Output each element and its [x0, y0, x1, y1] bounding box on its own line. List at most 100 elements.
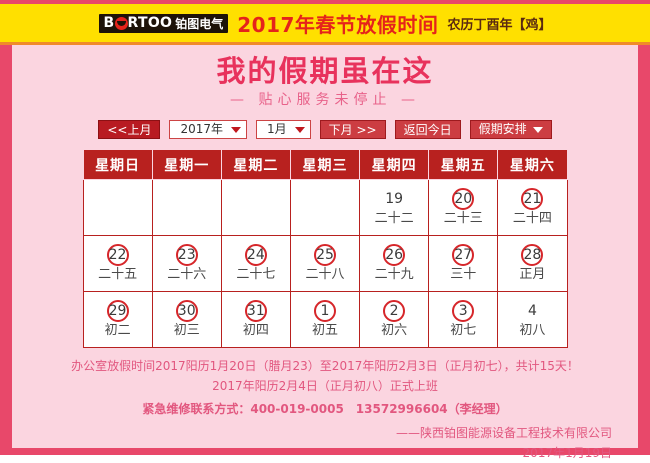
calendar-cell-empty: [151, 179, 222, 236]
weekday-header-tue: 星期二: [220, 149, 291, 180]
day-cell-content: 31 初四: [222, 292, 290, 347]
calendar-body: 19 二十二 20 二十三 21 二十四 22 二十五 23 二十六 24 二十七 25 二十八 26 二十九…: [82, 179, 568, 348]
lunar-date-label: 二十三: [443, 211, 483, 226]
lunar-date-label: 正月: [519, 267, 546, 282]
calendar-cell-day[interactable]: 21 二十四: [497, 179, 568, 236]
day-cell-content: 25 二十八: [291, 236, 359, 291]
next-month-button[interactable]: 下月 >>: [319, 120, 386, 139]
company-signature: ——陕西铂图能源设备工程技术有限公司: [395, 426, 612, 440]
red-circle-o-icon: [114, 16, 128, 30]
lunar-date-label: 二十二: [374, 211, 414, 226]
company-logo: B RTOO 铂图电气: [98, 13, 229, 33]
logo-chinese-name: 铂图电气: [175, 16, 224, 31]
day-cell-content: 27 三十: [429, 236, 497, 291]
calendar-cell-day[interactable]: 23 二十六: [151, 235, 222, 292]
day-cell-content: 4 初八: [498, 292, 566, 347]
lunar-date-label: 二十九: [374, 267, 414, 282]
weekday-header-thu: 星期四: [359, 149, 430, 180]
calendar-week-row: 19 二十二 20 二十三 21 二十四: [82, 179, 568, 236]
lunar-date-label: 初五: [311, 323, 338, 338]
day-cell-content: 20 二十三: [429, 180, 497, 235]
day-cell-content: 23 二十六: [153, 236, 221, 291]
chevron-down-icon: [532, 126, 543, 133]
day-number-circled: 28: [521, 244, 544, 266]
weekday-header-mon: 星期一: [151, 149, 222, 180]
day-number-circled: 26: [383, 244, 406, 266]
weekday-header-sat: 星期六: [497, 149, 568, 180]
lunar-date-label: 初八: [519, 323, 546, 338]
month-select[interactable]: 1月: [256, 120, 311, 139]
emergency-contact: 紧急维修联系方式：400-019-0005 13572996604（李经理）: [142, 402, 508, 416]
holiday-plan-label: 假期安排: [478, 122, 527, 136]
day-number-circled: 25: [313, 244, 336, 266]
calendar-cell-empty: [220, 179, 291, 236]
day-cell-content: 28 正月: [498, 236, 566, 291]
day-number-circled: 1: [313, 300, 336, 322]
lunar-date-label: 二十五: [98, 267, 138, 282]
weekday-header-fri: 星期五: [428, 149, 499, 180]
calendar-table: 星期日 星期一 星期二 星期三 星期四 星期五 星期六 19 二十二 20 二十三 21…: [82, 149, 568, 348]
day-number-circled: 24: [244, 244, 267, 266]
calendar-header-row: 星期日 星期一 星期二 星期三 星期四 星期五 星期六: [82, 149, 568, 180]
calendar-cell-day[interactable]: 1 初五: [289, 291, 361, 348]
calendar-cell-day[interactable]: 20 二十三: [428, 179, 499, 236]
calendar-cell-empty: [82, 179, 153, 236]
calendar-cell-day[interactable]: 27 三十: [428, 235, 499, 292]
day-number-circled: 30: [175, 300, 198, 322]
title-zone: 我的假期虽在这 — 贴心服务未停止 —: [12, 45, 638, 109]
calendar-cell-day[interactable]: 29 初二: [82, 291, 153, 348]
header-lunar-year: 农历丁酉年【鸡】: [447, 17, 552, 33]
lunar-date-label: 初三: [173, 323, 200, 338]
lunar-date-label: 二十八: [305, 267, 345, 282]
calendar-cell-day[interactable]: 2 初六: [359, 291, 430, 348]
today-button[interactable]: 返回今日: [394, 120, 461, 139]
month-select-value: 1月: [267, 122, 287, 136]
lunar-date-label: 二十六: [167, 267, 207, 282]
day-number-circled: 29: [106, 300, 129, 322]
calendar-cell-day[interactable]: 19 二十二: [359, 179, 430, 236]
weekday-header-wed: 星期三: [289, 149, 361, 180]
day-number-circled: 27: [452, 244, 475, 266]
day-cell-content: 19 二十二: [360, 180, 428, 235]
day-number-circled: 3: [452, 300, 475, 322]
calendar-cell-day[interactable]: 25 二十八: [289, 235, 361, 292]
prev-month-button[interactable]: <<上月: [98, 120, 161, 139]
logo-letters-rtoo: RTOO: [127, 14, 173, 31]
header-bar: B RTOO 铂图电气 2017年春节放假时间 农历丁酉年【鸡】: [0, 0, 650, 45]
calendar-cell-day[interactable]: 3 初七: [428, 291, 499, 348]
page-title: 我的假期虽在这: [216, 54, 434, 88]
lunar-date-label: 二十四: [512, 211, 552, 226]
weekday-header-sun: 星期日: [82, 149, 153, 180]
chevron-down-icon: [294, 126, 305, 133]
calendar-cell-empty: [289, 179, 361, 236]
calendar-cell-day[interactable]: 26 二十九: [359, 235, 430, 292]
day-cell-content: 21 二十四: [498, 180, 566, 235]
day-cell-content: 26 二十九: [360, 236, 428, 291]
day-number-circled: 22: [106, 244, 129, 266]
calendar-cell-day[interactable]: 31 初四: [220, 291, 291, 348]
lunar-date-label: 初四: [242, 323, 269, 338]
year-select[interactable]: 2017年: [169, 120, 248, 139]
issue-date: 2017年1月19日: [522, 446, 612, 460]
calendar-toolbar: <<上月 2017年 1月 下月 >> 返回今日 假期安排: [12, 119, 638, 140]
lunar-date-label: 二十七: [236, 267, 276, 282]
calendar-cell-day[interactable]: 22 二十五: [82, 235, 153, 292]
day-number-circled: 2: [383, 300, 406, 322]
lunar-date-label: 三十: [450, 267, 477, 282]
day-number-circled: 23: [175, 244, 198, 266]
calendar-cell-day[interactable]: 28 正月: [497, 235, 568, 292]
chevron-down-icon: [231, 126, 242, 133]
calendar-week-row: 22 二十五 23 二十六 24 二十七 25 二十八 26 二十九 27 三十 28 正月: [82, 235, 568, 292]
logo-letter-b: B: [103, 14, 115, 31]
year-select-value: 2017年: [180, 122, 224, 136]
calendar-cell-day[interactable]: 30 初三: [151, 291, 222, 348]
day-number-circled: 21: [521, 188, 544, 210]
day-number: 19: [385, 190, 404, 207]
day-cell-content: 1 初五: [291, 292, 359, 347]
holiday-plan-dropdown[interactable]: 假期安排: [469, 120, 552, 139]
footer-notes: 办公室放假时间2017阳历1月20日（腊月23）至2017年阳历2月3日（正月初…: [12, 356, 638, 463]
calendar-cell-day[interactable]: 4 初八: [497, 291, 568, 348]
calendar-cell-day[interactable]: 24 二十七: [220, 235, 291, 292]
day-cell-content: 30 初三: [153, 292, 221, 347]
